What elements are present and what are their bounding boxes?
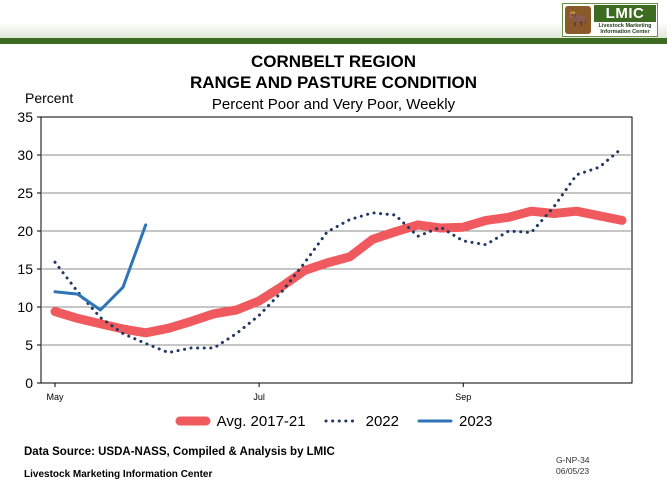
series-line-1 [50, 206, 627, 338]
y-tick-label: 35 [17, 109, 33, 125]
x-tick-label: May [46, 392, 64, 402]
logo-title: LMIC [594, 5, 656, 22]
series-line-3 [53, 223, 148, 312]
x-tick-label: Sep [455, 392, 471, 402]
legend-swatch [324, 419, 360, 423]
logo-subtitle-line1: Livestock Marketing [598, 23, 652, 29]
header-bar [0, 38, 667, 44]
logo-subtitle-line2: Information Center [600, 29, 650, 35]
chart-title-line2: RANGE AND PASTURE CONDITION [189, 73, 478, 92]
header-band [0, 0, 667, 38]
y-tick-label: 25 [17, 185, 33, 201]
y-tick-label: 20 [17, 223, 33, 239]
chart-code: G-NP-34 [556, 455, 590, 465]
data-source-note: Data Source: USDA-NASS, Compiled & Analy… [24, 446, 335, 458]
legend-label: Avg. 2017-21 [216, 412, 306, 430]
y-tick-label: 0 [25, 375, 33, 391]
y-tick-label: 10 [17, 299, 33, 315]
series-line-2 [53, 146, 624, 355]
chart-date: 06/05/23 [556, 466, 590, 476]
legend-item: 2023 [417, 413, 492, 430]
y-tick-label: 30 [17, 147, 33, 163]
chart-plot: 0 5 10 15 20 25 30 35 May Jul Sep [17, 109, 633, 402]
legend-swatch [175, 416, 211, 426]
cattle-icon: 🐂 [565, 6, 591, 34]
chart-title: CORNBELT REGION [251, 52, 416, 71]
y-tick-label: 15 [17, 261, 33, 277]
legend-label: 2022 [365, 412, 399, 430]
legend-swatch [417, 419, 453, 423]
chart-legend: Avg. 2017-21 2022 2023 [0, 410, 667, 432]
x-tick-label: Jul [253, 392, 265, 402]
y-tick-label: 5 [25, 337, 33, 353]
y-axis-label: Percent [25, 90, 74, 106]
legend-item: Avg. 2017-21 [175, 413, 306, 430]
plot-area [40, 116, 633, 384]
legend-label: 2023 [458, 412, 493, 430]
legend-item: 2022 [324, 413, 399, 430]
chart-subtitle: Percent Poor and Very Poor, Weekly [211, 96, 456, 113]
organization-name: Livestock Marketing Information Center [24, 469, 213, 480]
lmic-logo: 🐂 LMIC Livestock Marketing Information C… [562, 3, 658, 37]
